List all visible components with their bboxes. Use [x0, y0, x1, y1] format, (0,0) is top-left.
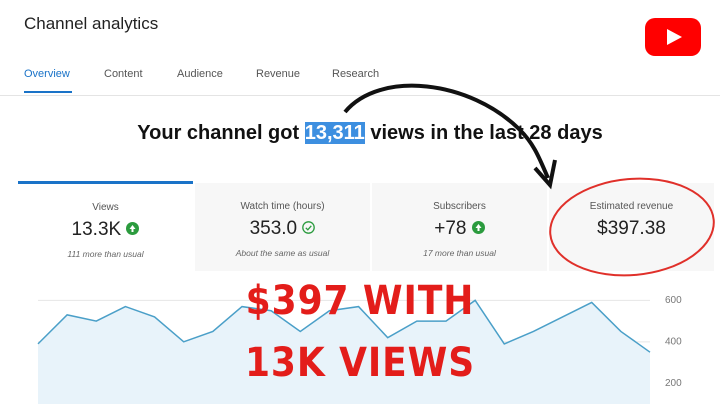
card-label: Views: [92, 202, 119, 213]
card-note: 111 more than usual: [67, 249, 144, 259]
card-value-text: 353.0: [249, 218, 298, 239]
card-label: Watch time (hours): [240, 201, 325, 212]
overlay-text: $397 WITH: [245, 278, 475, 324]
headline-text: Your channel got: [137, 122, 305, 144]
metric-card[interactable]: Estimated revenue $397.38: [549, 183, 714, 271]
overlay-text: 13K VIEWS: [244, 340, 476, 386]
y-tick-label: 400: [665, 336, 682, 347]
tab[interactable]: Audience: [177, 68, 223, 80]
card-value-text: +78: [434, 218, 467, 239]
arrow-head: [533, 159, 557, 190]
tab[interactable]: Revenue: [256, 68, 301, 80]
check-icon: [302, 221, 316, 234]
card-label: Subscribers: [433, 201, 486, 212]
card-value-text: 13.3K: [71, 219, 122, 240]
metric-card[interactable]: Subscribers +78 17 more than usual: [372, 183, 547, 271]
area: [38, 300, 650, 404]
line: [37, 299, 651, 353]
up-icon: [126, 222, 140, 235]
headline-text: views in the last 28 days: [364, 122, 603, 144]
card-value: 353.0: [195, 218, 370, 240]
youtube-logo: [645, 18, 701, 56]
divider: [0, 95, 720, 96]
headline-highlight: 13,311: [304, 122, 365, 144]
card-value: +78: [372, 218, 547, 240]
up-icon: [471, 221, 485, 234]
card-note: About the same as usual: [235, 248, 330, 258]
y-tick-label: 200: [665, 378, 682, 389]
page-title: Channel analytics: [24, 14, 159, 33]
metric-card[interactable]: Watch time (hours) 353.0 About the same a…: [195, 183, 370, 271]
tab[interactable]: Content: [104, 68, 143, 80]
card-value: $397.38: [597, 218, 666, 239]
metric-card[interactable]: Views 13.3K 111 more than usual: [18, 181, 193, 272]
headline: Your channel got 13,311 views in the las…: [0, 122, 720, 145]
tab[interactable]: Overview: [24, 68, 70, 80]
card-note: 17 more than usual: [423, 248, 496, 258]
y-tick-label: 600: [665, 295, 682, 306]
tab-underline: [24, 91, 72, 93]
card-value: 13.3K: [18, 219, 193, 241]
card-label: Estimated revenue: [589, 201, 674, 212]
tab[interactable]: Research: [332, 68, 380, 80]
chart: 200 400 600: [37, 295, 682, 404]
